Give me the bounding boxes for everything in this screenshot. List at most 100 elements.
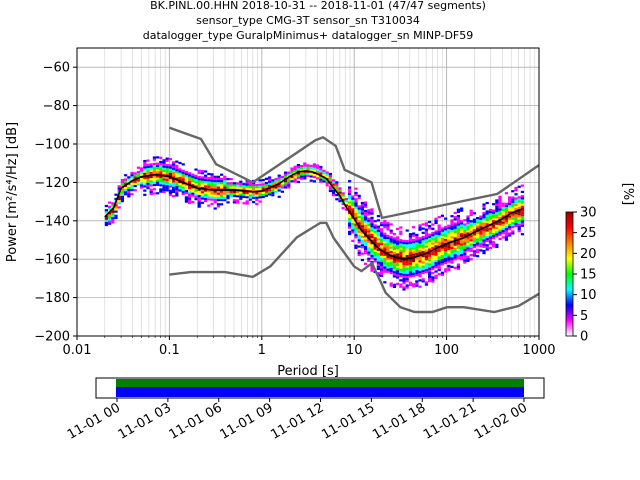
heatmap-cell bbox=[421, 242, 425, 245]
heatmap-cell bbox=[367, 219, 371, 222]
heatmap-cell bbox=[399, 270, 403, 273]
heatmap-cell bbox=[357, 228, 361, 231]
heatmap-cell bbox=[383, 234, 387, 237]
heatmap-cell bbox=[197, 169, 201, 172]
heatmap-cell bbox=[469, 237, 473, 240]
heatmap-cell bbox=[460, 209, 464, 212]
heatmap-cell bbox=[405, 242, 409, 245]
heatmap-cell bbox=[239, 182, 243, 185]
heatmap-cell bbox=[501, 206, 505, 209]
heatmap-cell bbox=[498, 233, 502, 236]
heatmap-cell bbox=[373, 226, 377, 229]
heatmap-cell bbox=[277, 195, 281, 198]
heatmap-cell bbox=[312, 173, 317, 177]
heatmap-cell bbox=[245, 187, 249, 190]
heatmap-cell bbox=[156, 177, 160, 180]
heatmap-cell bbox=[469, 247, 473, 250]
heatmap-cell bbox=[380, 223, 384, 227]
heatmap-cell bbox=[280, 184, 285, 187]
heatmap-cell bbox=[479, 232, 483, 235]
heatmap-cell bbox=[504, 217, 509, 220]
heatmap-cell bbox=[517, 206, 521, 209]
heatmap-cell bbox=[117, 197, 121, 201]
heatmap-cell bbox=[520, 190, 525, 194]
heatmap-cell bbox=[424, 256, 429, 259]
y-tick-label: −60 bbox=[43, 61, 70, 76]
heatmap-cell bbox=[520, 216, 525, 219]
heatmap-cell bbox=[488, 210, 493, 214]
heatmap-cell bbox=[488, 221, 493, 224]
heatmap-cell bbox=[120, 187, 125, 190]
heatmap-cell bbox=[364, 252, 368, 255]
heatmap-cell bbox=[188, 187, 192, 190]
heatmap-cell bbox=[456, 236, 461, 239]
heatmap-cell bbox=[162, 163, 166, 166]
heatmap-cell bbox=[204, 191, 208, 194]
heatmap-cell bbox=[274, 180, 278, 183]
heatmap-cell bbox=[364, 235, 368, 238]
heatmap-cell bbox=[424, 260, 429, 263]
heatmap-cell bbox=[389, 259, 393, 262]
heatmap-cell bbox=[133, 189, 137, 192]
heatmap-cell bbox=[469, 245, 473, 248]
heatmap-cell bbox=[172, 173, 176, 177]
heatmap-cell bbox=[210, 181, 214, 184]
heatmap-cell bbox=[508, 198, 512, 201]
heatmap-cell bbox=[354, 231, 358, 235]
heatmap-cell bbox=[495, 245, 499, 249]
heatmap-cell bbox=[428, 256, 432, 259]
heatmap-cell bbox=[399, 266, 403, 269]
heatmap-cell bbox=[511, 215, 515, 218]
heatmap-cell bbox=[271, 192, 275, 195]
heatmap-cell bbox=[120, 189, 125, 192]
heatmap-cell bbox=[402, 248, 406, 251]
heatmap-cell bbox=[408, 239, 413, 242]
heatmap-cell bbox=[482, 233, 486, 236]
heatmap-cell bbox=[284, 184, 288, 187]
heatmap-cell bbox=[514, 197, 518, 200]
heatmap-cell bbox=[181, 192, 185, 196]
heatmap-cell bbox=[156, 162, 160, 165]
heatmap-cell bbox=[479, 234, 483, 237]
heatmap-cell bbox=[456, 250, 461, 254]
heatmap-cell bbox=[223, 182, 227, 185]
heatmap-cell bbox=[440, 261, 445, 264]
heatmap-cell bbox=[373, 239, 377, 242]
heatmap-cell bbox=[437, 228, 441, 231]
heatmap-cell bbox=[428, 258, 432, 262]
heatmap-cell bbox=[268, 178, 272, 181]
heatmap-cell bbox=[386, 236, 390, 240]
heatmap-cell bbox=[367, 242, 371, 246]
heatmap-cell bbox=[357, 213, 361, 216]
heatmap-cell bbox=[133, 174, 137, 177]
heatmap-cell bbox=[389, 223, 393, 226]
heatmap-cell bbox=[290, 171, 294, 174]
heatmap-cell bbox=[456, 219, 461, 222]
heatmap-cell bbox=[418, 226, 422, 229]
heatmap-cell bbox=[290, 167, 294, 170]
timeline-tick-label: 11-01 00 bbox=[65, 400, 123, 442]
heatmap-cell bbox=[466, 219, 470, 222]
heatmap-cell bbox=[338, 200, 342, 203]
heatmap-cell bbox=[220, 186, 224, 189]
heatmap-cell bbox=[466, 259, 470, 262]
heatmap-cell bbox=[252, 196, 256, 199]
heatmap-cell bbox=[226, 194, 230, 198]
heatmap-cell bbox=[412, 285, 416, 288]
heatmap-cell bbox=[357, 232, 361, 235]
heatmap-cell bbox=[309, 164, 313, 167]
heatmap-cell bbox=[328, 189, 333, 193]
heatmap-cell bbox=[178, 170, 182, 173]
heatmap-cell bbox=[328, 179, 333, 182]
heatmap-cell bbox=[184, 192, 189, 195]
heatmap-cell bbox=[488, 234, 493, 237]
heatmap-cell bbox=[418, 262, 422, 265]
heatmap-cell bbox=[210, 202, 214, 206]
heatmap-cell bbox=[488, 215, 493, 218]
heatmap-cell bbox=[469, 258, 473, 261]
heatmap-cell bbox=[344, 204, 349, 207]
heatmap-cell bbox=[508, 225, 512, 229]
heatmap-cell bbox=[200, 170, 205, 173]
heatmap-cell bbox=[172, 186, 176, 189]
heatmap-cell bbox=[184, 185, 189, 188]
